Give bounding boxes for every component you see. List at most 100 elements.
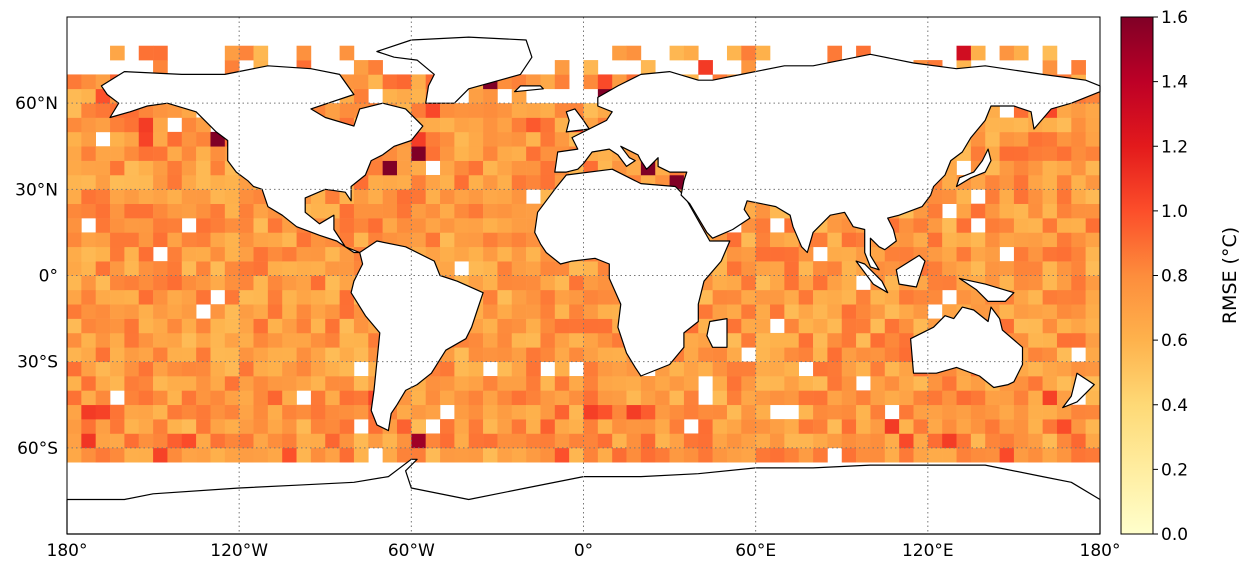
- landmass: [955, 148, 992, 188]
- grid-cell: [784, 433, 800, 449]
- grid-cell: [985, 447, 1000, 463]
- grid-cell: [124, 304, 140, 319]
- grid-cell: [956, 246, 972, 262]
- x-axis-ticks: 180° 120°W 60°W 0° 60°E 120°E 180°: [47, 541, 1121, 561]
- grid-cell: [856, 433, 871, 449]
- grid-cell: [440, 203, 455, 219]
- grid-cell: [1085, 174, 1101, 190]
- grid-cell: [396, 433, 412, 449]
- grid-cell: [913, 218, 929, 233]
- grid-cell: [770, 361, 785, 377]
- grid-cell: [396, 218, 412, 233]
- grid-cell: [913, 390, 929, 406]
- grid-cell: [95, 318, 111, 334]
- grid-cell: [483, 117, 498, 133]
- grid-cell: [310, 419, 326, 434]
- grid-cell: [583, 74, 599, 90]
- grid-cell: [956, 203, 972, 219]
- grid-cell: [483, 146, 498, 161]
- grid-cell: [282, 261, 297, 276]
- grid-cell: [970, 404, 986, 420]
- grid-cell: [483, 433, 498, 449]
- grid-cell: [81, 318, 96, 334]
- grid-cell: [382, 447, 398, 463]
- grid-cell: [569, 318, 584, 334]
- grid-cell: [353, 332, 369, 348]
- grid-cell: [181, 376, 197, 391]
- grid-cell: [296, 433, 312, 449]
- grid-cell: [683, 447, 699, 463]
- grid-cell: [1085, 419, 1101, 434]
- grid-cell: [540, 390, 556, 406]
- grid-cell: [468, 447, 484, 463]
- grid-cell: [741, 289, 756, 305]
- grid-cell: [181, 289, 197, 305]
- grid-cell: [497, 304, 513, 319]
- grid-cell: [597, 347, 613, 362]
- grid-cell: [1028, 218, 1043, 233]
- landmass: [554, 53, 1101, 271]
- grid-cell: [267, 433, 283, 449]
- grid-cell: [1013, 447, 1029, 463]
- colorbar-tick-label: 0.2: [1161, 460, 1188, 480]
- grid-cell: [110, 232, 125, 248]
- grid-cell: [310, 318, 326, 334]
- grid-cell: [325, 433, 340, 449]
- grid-cell: [411, 88, 426, 104]
- grid-cell: [813, 376, 828, 391]
- grid-cell: [454, 203, 470, 219]
- grid-cell: [755, 275, 771, 291]
- grid-cell: [798, 390, 814, 406]
- grid-cell: [124, 218, 140, 233]
- grid-cell: [67, 289, 82, 305]
- grid-cell: [985, 404, 1000, 420]
- grid-cell: [153, 174, 168, 190]
- grid-cell: [755, 246, 771, 262]
- grid-cell: [511, 390, 527, 406]
- grid-cell: [741, 332, 756, 348]
- grid-cell: [827, 261, 843, 276]
- grid-cell: [554, 433, 570, 449]
- grid-cell: [1085, 390, 1101, 406]
- grid-cell: [224, 304, 240, 319]
- landmass: [1062, 372, 1095, 409]
- grid-cell: [267, 404, 283, 420]
- grid-cell: [726, 433, 742, 449]
- grid-cell: [640, 376, 656, 391]
- grid-cell: [267, 261, 283, 276]
- grid-cell: [583, 376, 599, 391]
- grid-cell: [110, 246, 125, 262]
- grid-cell: [913, 232, 929, 248]
- grid-cell: [1085, 318, 1101, 334]
- grid-cell: [856, 361, 871, 377]
- grid-cell: [1028, 433, 1043, 449]
- y-tick-label: 0°: [39, 267, 58, 287]
- grid-cell: [870, 347, 886, 362]
- grid-cell: [425, 447, 441, 463]
- grid-cell: [884, 376, 900, 391]
- grid-cell: [1071, 60, 1086, 75]
- grid-cell: [1056, 332, 1072, 348]
- grid-cell: [167, 275, 183, 291]
- grid-cell: [755, 447, 771, 463]
- grid-cell: [999, 232, 1015, 248]
- grid-cell: [899, 361, 914, 377]
- grid-cell: [1013, 146, 1029, 161]
- grid-cell: [310, 347, 326, 362]
- grid-cell: [526, 447, 541, 463]
- grid-cell: [870, 433, 886, 449]
- grid-cell: [425, 103, 441, 118]
- grid-cell: [841, 376, 857, 391]
- grid-cell: [210, 246, 226, 262]
- grid-cell: [1056, 361, 1072, 377]
- grid-cell: [970, 146, 986, 161]
- grid-cell: [827, 404, 843, 420]
- grid-cell: [468, 347, 484, 362]
- grid-cell: [339, 361, 355, 377]
- grid-cell: [224, 332, 240, 348]
- grid-cell: [239, 447, 254, 463]
- grid-cell: [1085, 289, 1101, 305]
- grid-cell: [497, 289, 513, 305]
- grid-cell: [81, 74, 96, 90]
- grid-cell: [899, 304, 914, 319]
